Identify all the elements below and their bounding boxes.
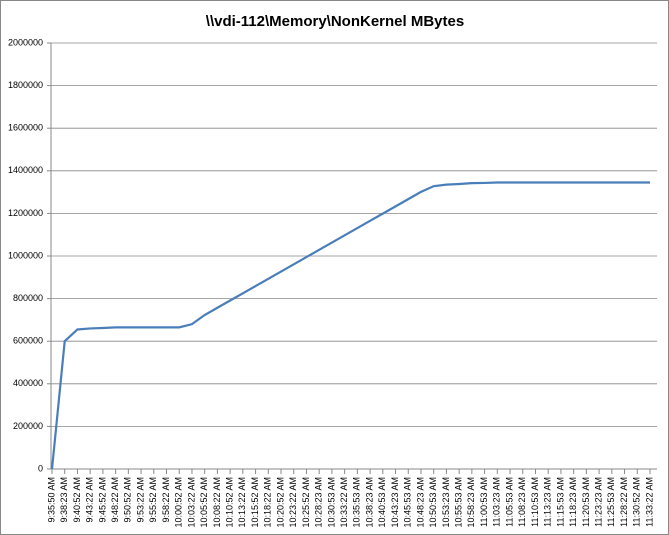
x-tick-label: 10:25:52 AM [301,477,311,528]
x-tick-label: 10:38:23 AM [364,477,374,528]
x-tick-label: 10:40:53 AM [377,477,387,528]
x-tick-label: 11:28:22 AM [619,477,629,527]
x-tick-label: 9:55:52 AM [148,477,158,523]
x-tick-label: 10:05:52 AM [199,477,209,528]
y-tick-label: 800000 [13,293,43,303]
x-tick-label: 9:58:22 AM [161,477,171,523]
x-tick-label: 10:20:52 AM [275,477,285,528]
x-tick-label: 11:25:53 AM [606,477,616,527]
x-tick-label: 10:48:23 AM [415,477,425,528]
line-series [50,181,650,470]
x-tick-label: 10:33:22 AM [339,477,349,528]
x-tick-label: 11:18:23 AM [568,477,578,527]
x-tick-label: 10:08:22 AM [212,477,222,528]
y-tick-label: 600000 [13,336,43,346]
x-tick-label: 10:23:22 AM [288,477,298,528]
x-tick-label: 10:13:22 AM [237,477,247,528]
x-tick-label: 10:53:23 AM [441,477,451,528]
y-tick-label: 2000000 [8,37,43,47]
x-tick-label: 10:03:22 AM [186,477,196,528]
x-tick-label: 10:43:23 AM [390,477,400,528]
x-tick-label: 9:43:22 AM [85,477,95,523]
x-tick-label: 10:18:22 AM [263,477,273,528]
x-tick-label: 11:08:23 AM [517,477,527,527]
x-tick-label: 10:10:52 AM [225,477,235,528]
x-tick-label: 11:05:53 AM [504,477,514,527]
chart-title: \\vdi-112\Memory\NonKernel MBytes [206,13,464,30]
x-tick-label: 10:50:53 AM [428,477,438,528]
x-tick-label: 10:15:52 AM [250,477,260,528]
x-tick-label: 9:48:22 AM [110,477,120,523]
x-tick-label: 10:30:53 AM [326,477,336,528]
x-tick-label: 10:35:53 AM [352,477,362,528]
y-tick-label: 1600000 [8,123,43,133]
x-tick-label: 9:53:22 AM [135,477,145,523]
x-tick-label: 9:50:52 AM [123,477,133,523]
x-tick-label: 11:30:52 AM [632,477,642,527]
x-tick-label: 11:00:53 AM [479,477,489,527]
y-tick-label: 1800000 [8,80,43,90]
y-tick-label: 200000 [13,421,43,431]
x-tick-label: 9:35:50 AM [46,477,56,523]
x-tick-label: 11:10:53 AM [530,477,540,527]
x-tick-label: 10:28:23 AM [314,477,324,528]
x-tick-label: 10:45:53 AM [403,477,413,528]
y-tick-label: 1200000 [8,208,43,218]
x-tick-label: 10:00:52 AM [174,477,184,528]
y-tick-label: 0 [38,463,43,473]
x-tick-label: 11:23:23 AM [593,477,603,527]
x-tick-label: 11:33:22 AM [644,477,654,527]
x-tick-label: 9:40:52 AM [72,477,82,523]
x-tick-label: 10:58:23 AM [466,477,476,528]
y-tick-label: 1400000 [8,165,43,175]
x-tick-label: 11:15:53 AM [555,477,565,527]
x-tick-label: 10:55:53 AM [454,477,464,528]
x-tick-label: 11:20:53 AM [581,477,591,527]
y-tick-label: 1000000 [8,250,43,260]
x-tick-label: 9:38:23 AM [59,477,69,523]
x-tick-label: 9:45:52 AM [97,477,107,523]
x-tick-label: 11:13:23 AM [543,477,553,527]
x-tick-label: 11:03:23 AM [492,477,502,527]
y-tick-label: 400000 [13,378,43,388]
